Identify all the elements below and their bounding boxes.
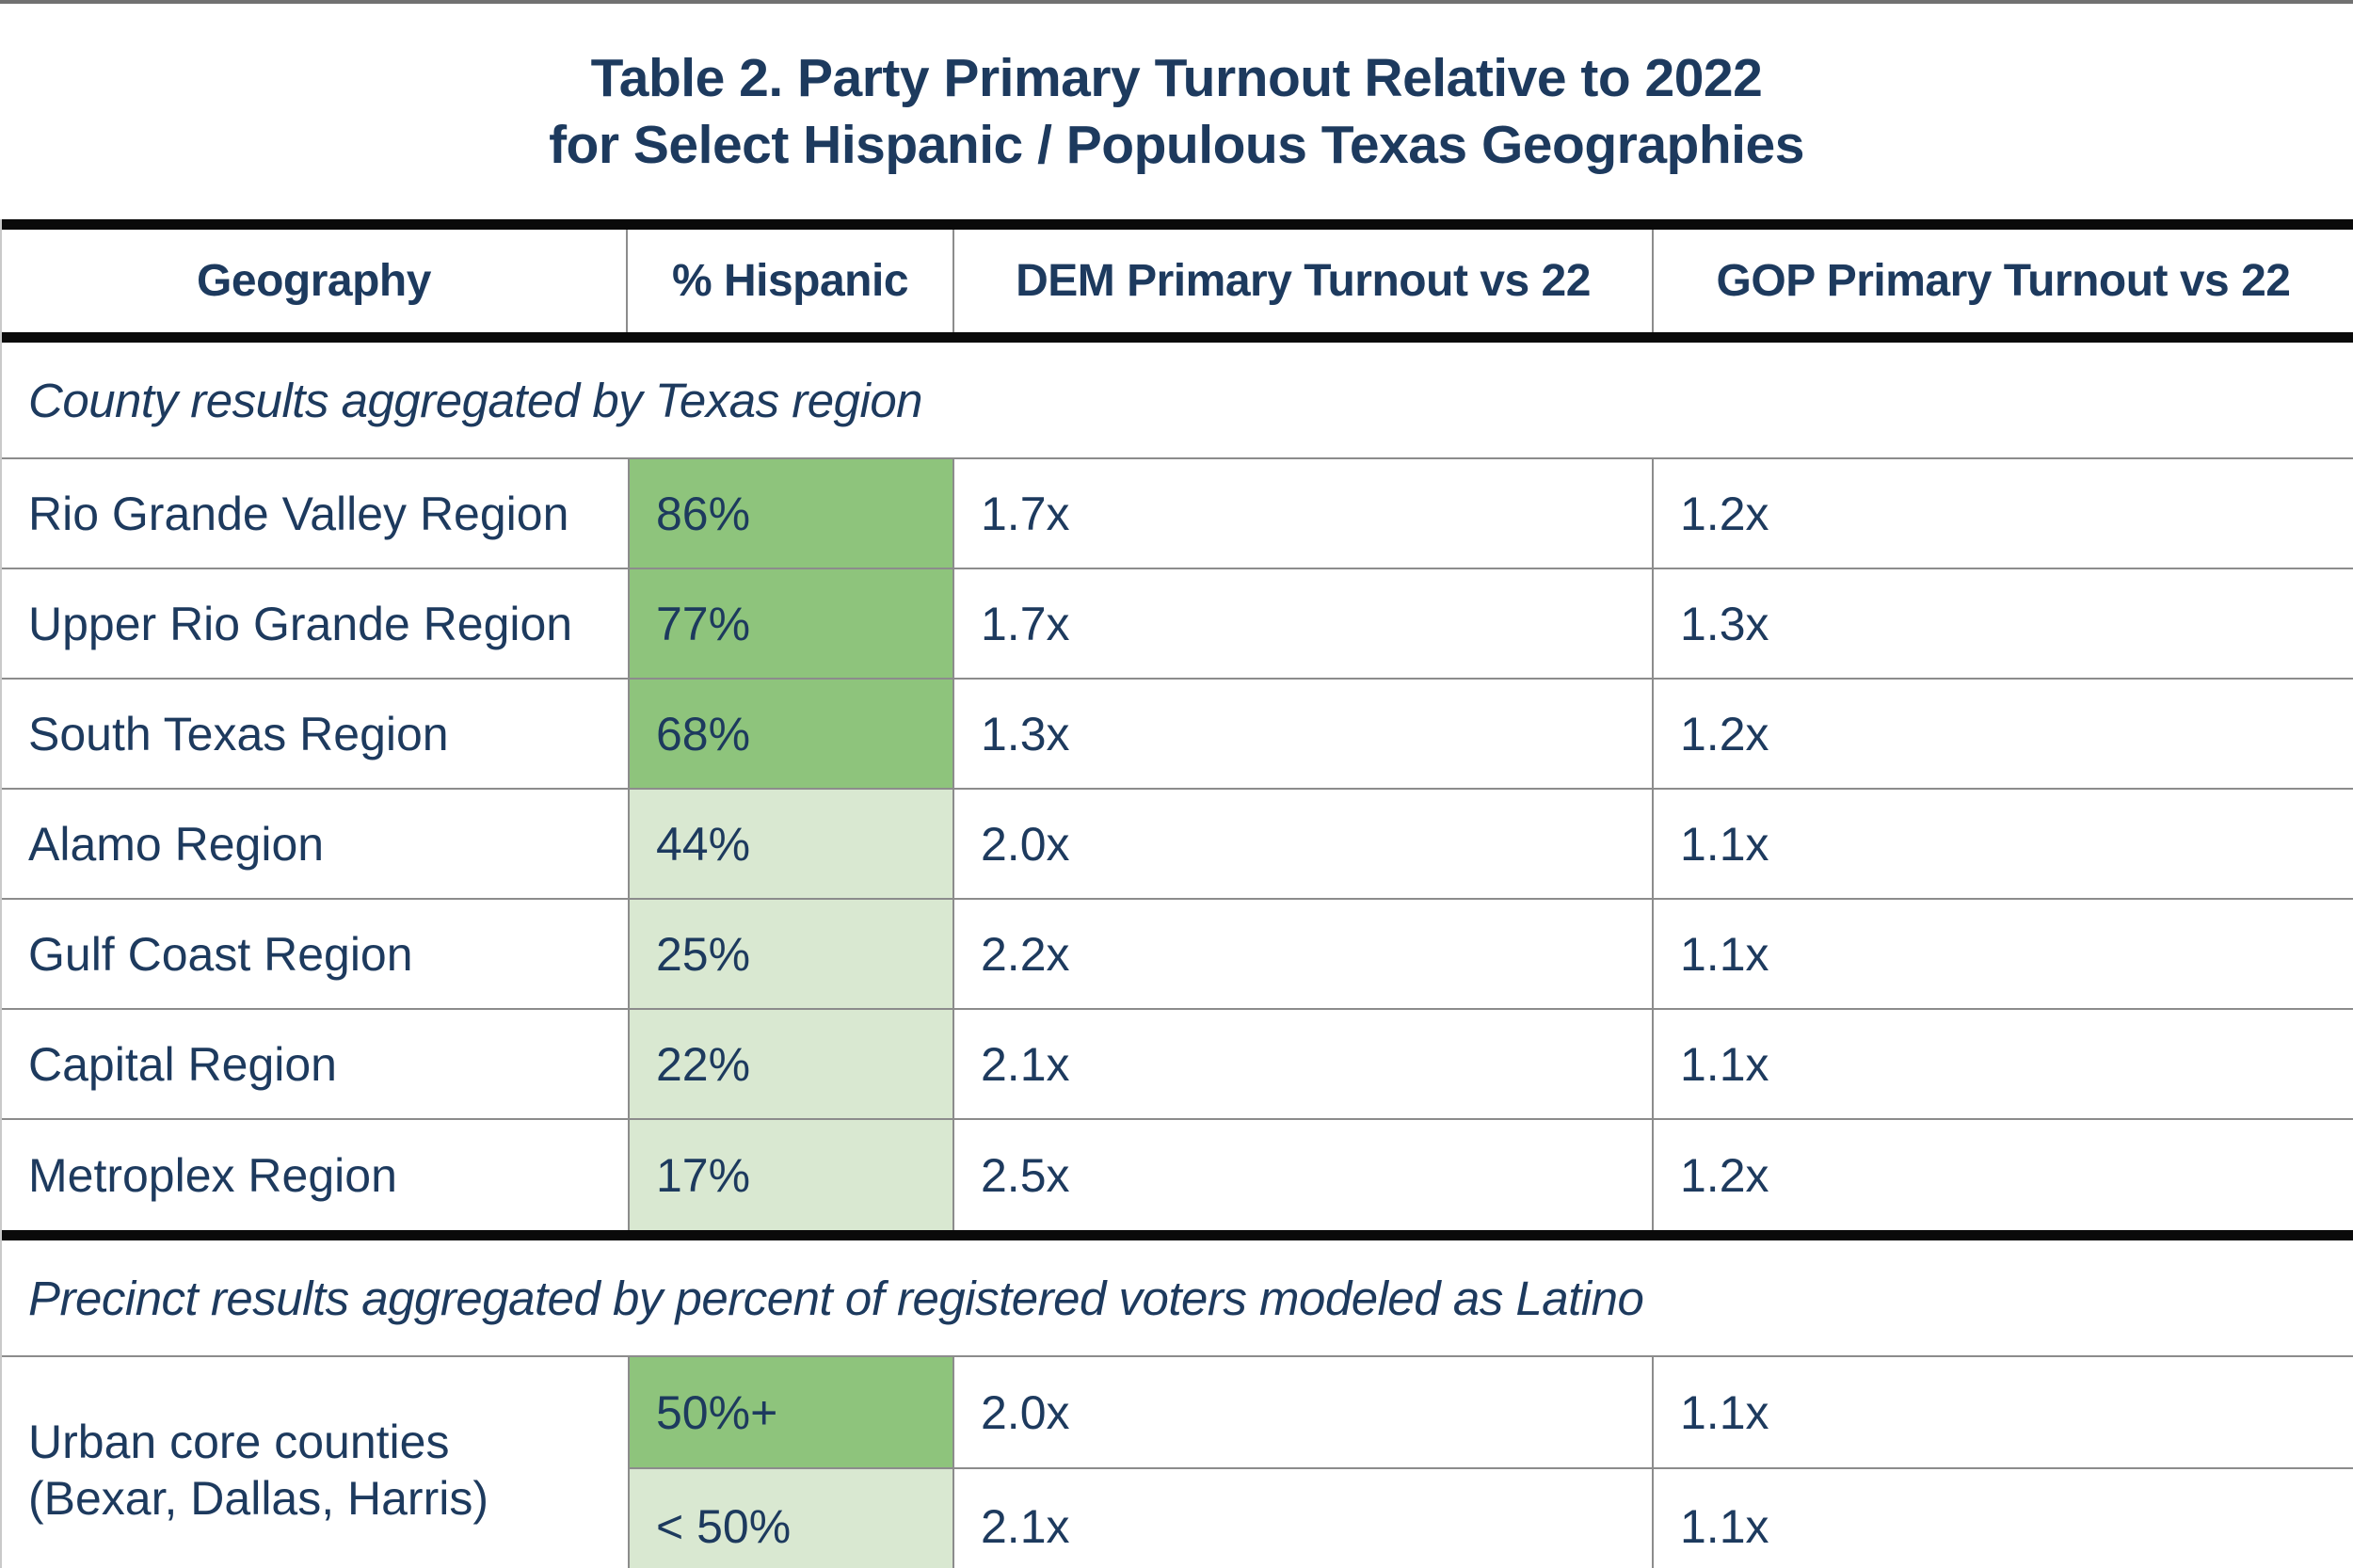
table-row: Metroplex Region 17% 2.5x 1.2x <box>2 1120 2353 1230</box>
geography-cell: Rio Grande Valley Region <box>28 487 569 540</box>
column-header-dem-turnout: DEM Primary Turnout vs 22 <box>954 230 1654 332</box>
dem-turnout-cell: 2.0x <box>954 1357 1654 1469</box>
gop-turnout-cell: 1.1x <box>1680 927 1769 981</box>
table-header-row: Geography % Hispanic DEM Primary Turnout… <box>2 219 2353 343</box>
primary-turnout-table: Geography % Hispanic DEM Primary Turnout… <box>0 219 2353 1568</box>
gop-turnout-cell: 1.1x <box>1680 817 1769 871</box>
geography-cell: South Texas Region <box>28 707 449 760</box>
gop-turnout-cell: 1.3x <box>1680 597 1769 650</box>
column-header-gop-turnout: GOP Primary Turnout vs 22 <box>1716 256 2291 306</box>
gop-turnout-cell: 1.1x <box>1680 1499 1769 1553</box>
geography-line1: Urban core counties <box>28 1416 450 1468</box>
geography-cell: Urban core counties (Bexar, Dallas, Harr… <box>2 1357 628 1568</box>
table-title: Table 2. Party Primary Turnout Relative … <box>0 4 2353 219</box>
table-row: Upper Rio Grande Region 77% 1.7x 1.3x <box>2 569 2353 680</box>
table-row: Capital Region 22% 2.1x 1.1x <box>2 1010 2353 1120</box>
table-row: Gulf Coast Region 25% 2.2x 1.1x <box>2 900 2353 1010</box>
gop-turnout-cell: 1.1x <box>1680 1037 1769 1091</box>
hispanic-pct-cell: 50%+ <box>628 1357 954 1469</box>
column-header-hispanic: % Hispanic <box>628 230 954 332</box>
dem-turnout-cell: 2.0x <box>954 790 1654 898</box>
section-label-precinct-results: Precinct results aggregated by percent o… <box>2 1240 2353 1357</box>
section-label-county-results: County results aggregated by Texas regio… <box>2 343 2353 459</box>
gop-turnout-cell: 1.2x <box>1680 1148 1769 1202</box>
window-top-bar <box>0 0 2353 4</box>
dem-turnout-cell: 1.3x <box>954 680 1654 788</box>
gop-turnout-cell: 1.2x <box>1680 707 1769 760</box>
section-divider <box>2 1230 2353 1240</box>
dem-turnout-cell: 2.5x <box>954 1120 1654 1230</box>
table-row: Alamo Region 44% 2.0x 1.1x <box>2 790 2353 900</box>
dem-turnout-cell: 1.7x <box>954 569 1654 678</box>
table-title-line2: for Select Hispanic / Populous Texas Geo… <box>549 114 1804 175</box>
dem-turnout-cell: 2.2x <box>954 900 1654 1008</box>
hispanic-pct-cell: 25% <box>628 900 954 1008</box>
hispanic-pct-cell: 17% <box>628 1120 954 1230</box>
urban-core-counties-group: Urban core counties (Bexar, Dallas, Harr… <box>2 1357 2353 1568</box>
geography-cell: Capital Region <box>28 1037 337 1091</box>
geography-line2: (Bexar, Dallas, Harris) <box>28 1472 488 1525</box>
dem-turnout-cell: 2.1x <box>954 1010 1654 1118</box>
dem-turnout-cell: 1.7x <box>954 459 1654 568</box>
hispanic-pct-cell: 68% <box>628 680 954 788</box>
geography-cell: Gulf Coast Region <box>28 927 413 981</box>
geography-cell: Metroplex Region <box>28 1148 397 1202</box>
hispanic-pct-cell: 86% <box>628 459 954 568</box>
hispanic-pct-cell: 44% <box>628 790 954 898</box>
column-header-geography: Geography <box>2 230 628 332</box>
dem-turnout-cell: 2.1x <box>954 1469 1654 1568</box>
hispanic-pct-cell: < 50% <box>628 1469 954 1568</box>
geography-cell: Alamo Region <box>28 817 325 871</box>
table-row: South Texas Region 68% 1.3x 1.2x <box>2 680 2353 790</box>
gop-turnout-cell: 1.2x <box>1680 487 1769 540</box>
hispanic-pct-cell: 77% <box>628 569 954 678</box>
table-title-line1: Table 2. Party Primary Turnout Relative … <box>590 47 1763 108</box>
gop-turnout-cell: 1.1x <box>1654 1357 2353 1469</box>
hispanic-pct-cell: 22% <box>628 1010 954 1118</box>
geography-cell: Upper Rio Grande Region <box>28 597 573 650</box>
table-row: Rio Grande Valley Region 86% 1.7x 1.2x <box>2 459 2353 569</box>
